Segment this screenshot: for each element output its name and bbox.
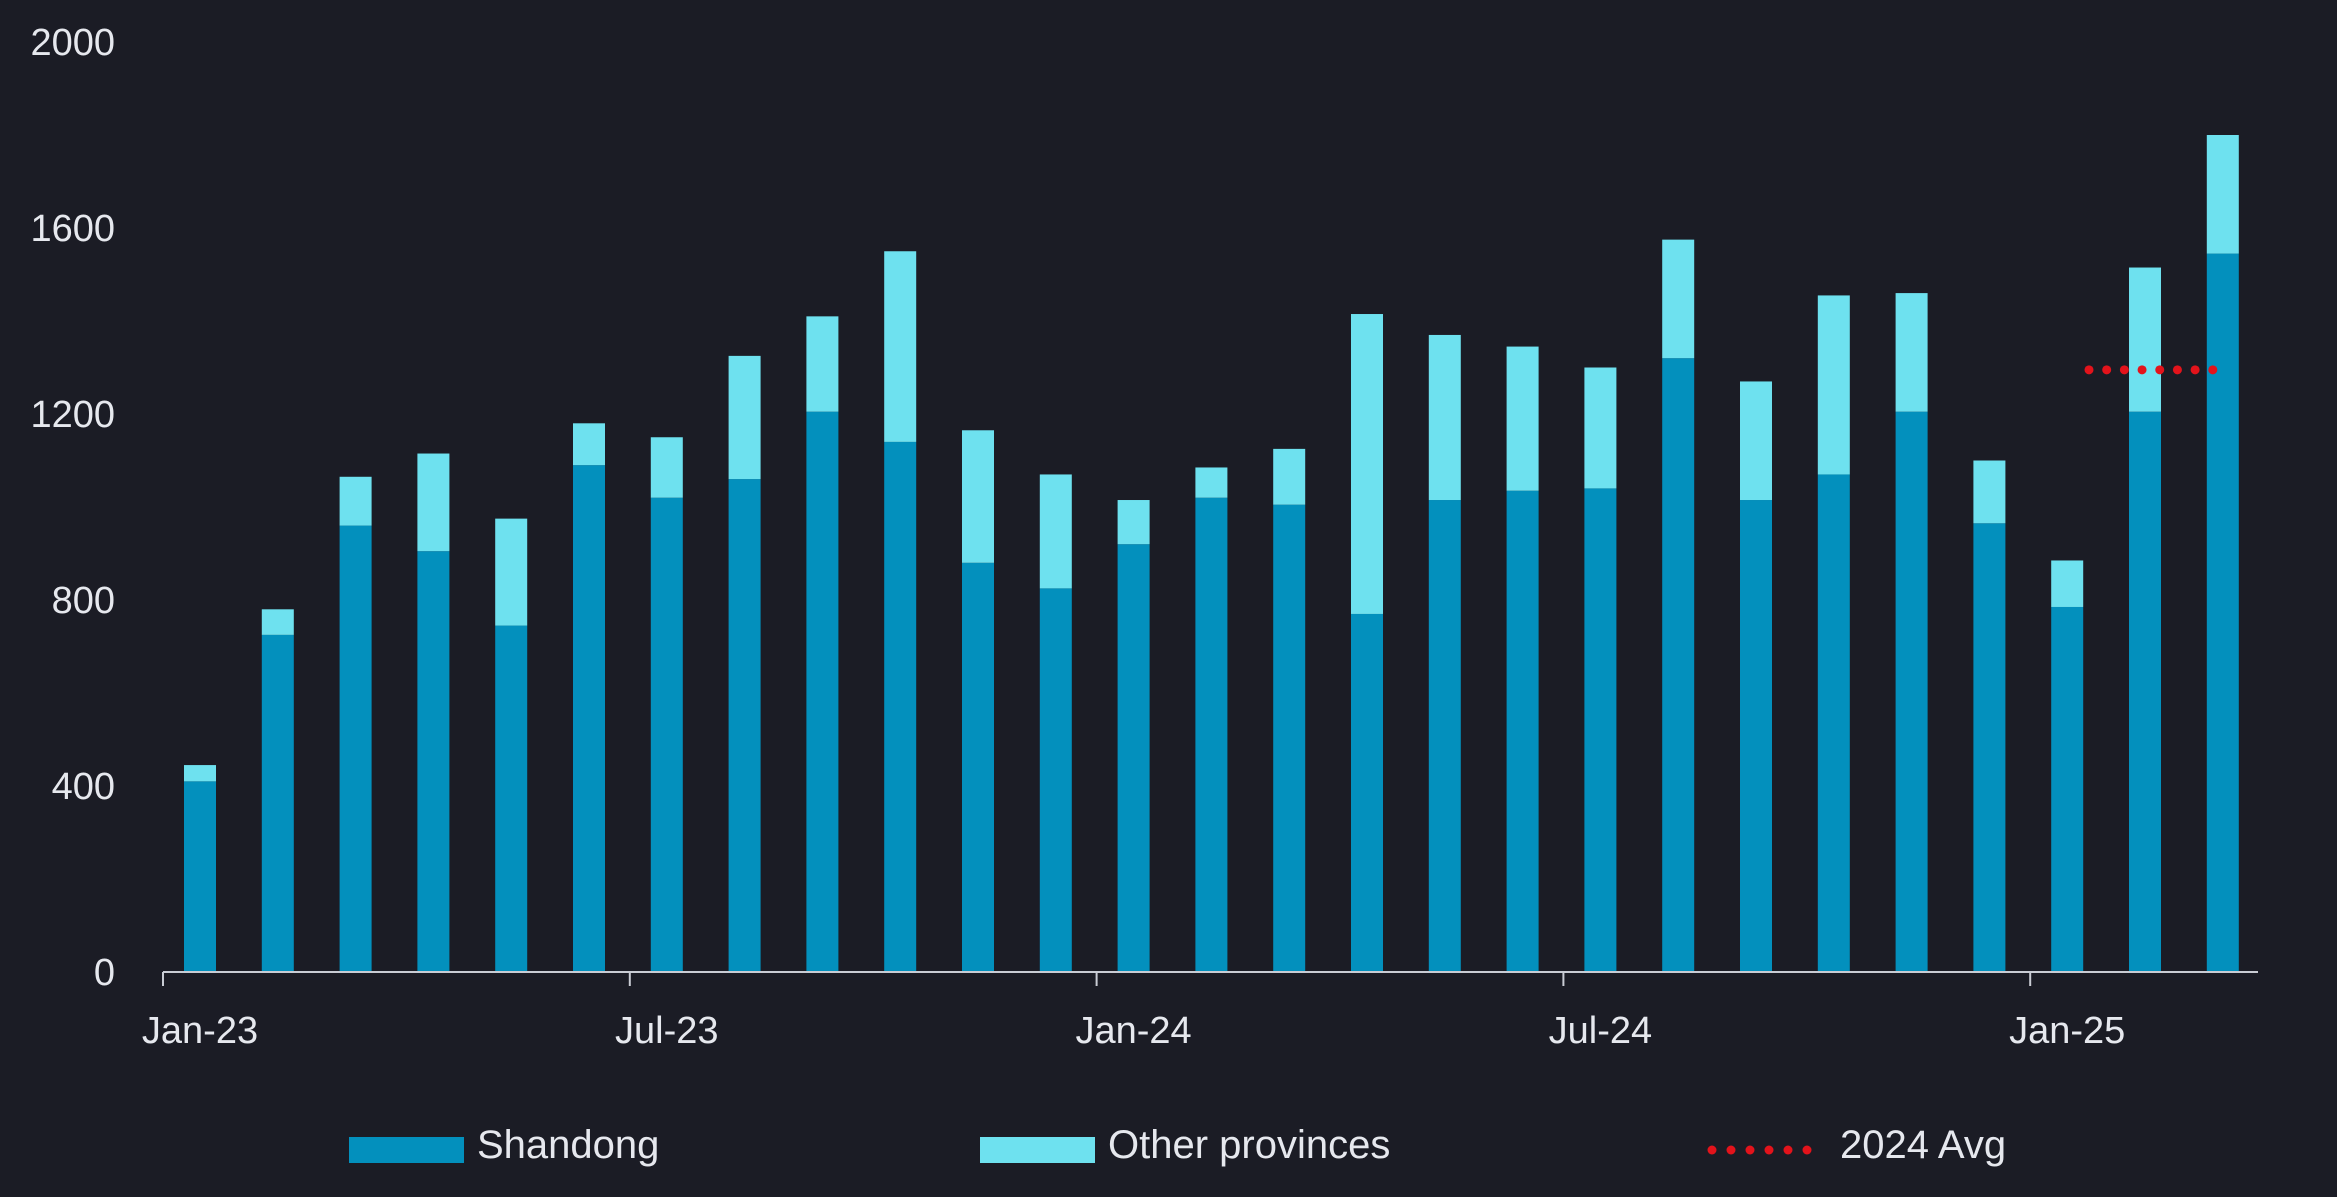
bar-other-provinces — [806, 316, 839, 412]
bar-shandong — [1428, 500, 1461, 972]
bar-other-provinces — [184, 765, 216, 782]
x-tick-label: Jul-23 — [615, 1010, 719, 1052]
bar-other-provinces — [1117, 500, 1150, 545]
y-tick-label: 2000 — [30, 22, 115, 64]
avg-line-dot — [2084, 365, 2094, 375]
legend-swatch-shandong — [349, 1137, 464, 1163]
legend-avg-dot — [1726, 1145, 1736, 1155]
bar-other-provinces — [495, 518, 528, 626]
bar-other-provinces — [1973, 460, 2006, 524]
bar-shandong — [495, 625, 528, 972]
bar-shandong — [261, 634, 294, 972]
bar-other-provinces — [573, 423, 605, 466]
x-axis: Jan-23 Jul-23 Jan-24 Jul-24 Jan-25 — [142, 971, 2258, 1052]
bar-other-provinces — [650, 437, 683, 498]
avg-line-dot — [2102, 365, 2112, 375]
bar-shandong — [184, 781, 216, 972]
legend-avg-dot — [1783, 1145, 1793, 1155]
bar-other-provinces — [2129, 267, 2161, 412]
bar-other-provinces — [728, 355, 761, 480]
bar-shandong — [1273, 504, 1306, 972]
legend-swatch-other-provinces — [980, 1137, 1095, 1163]
bar-other-provinces — [1817, 295, 1850, 475]
y-tick-label: 400 — [52, 766, 115, 808]
bar-shandong — [806, 411, 839, 972]
bar-shandong — [1662, 358, 1695, 972]
bar-other-provinces — [2051, 560, 2084, 607]
legend-avg-dot — [1745, 1145, 1755, 1155]
legend: Shandong Other provinces 2024 Avg — [349, 1123, 2006, 1167]
avg-line-dot — [2155, 365, 2165, 375]
bar-other-provinces — [339, 476, 372, 526]
bar-other-provinces — [2206, 135, 2239, 254]
bar-other-provinces — [1584, 367, 1617, 489]
avg-line-dot — [2119, 365, 2129, 375]
bar-other-provinces — [1039, 474, 1072, 589]
bar-shandong — [1039, 588, 1072, 972]
avg-line-dot — [2137, 365, 2147, 375]
bar-other-provinces — [1740, 381, 1772, 501]
bar-other-provinces — [417, 453, 450, 552]
x-tick-label: Jan-24 — [1075, 1010, 1191, 1052]
y-tick-label: 1200 — [30, 394, 115, 436]
legend-avg-dot — [1802, 1145, 1812, 1155]
bar-shandong — [2051, 606, 2084, 972]
bars-group — [184, 135, 2239, 972]
bar-shandong — [962, 562, 994, 972]
legend-avg-dot — [1764, 1145, 1774, 1155]
bar-other-provinces — [1273, 448, 1306, 505]
bar-shandong — [1895, 411, 1928, 972]
bar-shandong — [1195, 497, 1228, 972]
bar-shandong — [2206, 253, 2239, 972]
bar-other-provinces — [1662, 239, 1695, 359]
legend-label-other-provinces: Other provinces — [1108, 1123, 1390, 1167]
y-tick-label: 1600 — [30, 208, 115, 250]
x-tick-label: Jan-23 — [142, 1010, 258, 1052]
average-reference-line-group — [2084, 365, 2218, 375]
bar-shandong — [573, 465, 605, 972]
bar-other-provinces — [1895, 293, 1928, 412]
bar-other-provinces — [1351, 314, 1383, 614]
legend-label-shandong: Shandong — [477, 1123, 659, 1167]
bar-shandong — [1117, 544, 1150, 972]
y-axis-tick-labels: 0 400 800 1200 1600 2000 — [30, 22, 115, 994]
x-tick-label: Jul-24 — [1549, 1010, 1653, 1052]
bar-other-provinces — [1195, 467, 1228, 498]
bar-other-provinces — [1428, 334, 1461, 501]
bar-shandong — [728, 479, 761, 972]
bar-other-provinces — [962, 430, 994, 563]
bar-shandong — [1817, 474, 1850, 972]
bar-shandong — [417, 551, 450, 972]
bar-other-provinces — [261, 609, 294, 635]
legend-swatch-2024-avg — [1707, 1145, 1812, 1155]
avg-line-dot — [2208, 365, 2218, 375]
legend-label-2024-avg: 2024 Avg — [1840, 1123, 2006, 1167]
avg-line-dot — [2190, 365, 2200, 375]
x-tick-label: Jan-25 — [2009, 1010, 2125, 1052]
bar-shandong — [1973, 523, 2006, 972]
bar-shandong — [1584, 488, 1617, 972]
bar-shandong — [2129, 411, 2161, 972]
legend-avg-dot — [1707, 1145, 1717, 1155]
bar-shandong — [884, 441, 917, 972]
y-tick-label: 800 — [52, 580, 115, 622]
bar-other-provinces — [1506, 346, 1539, 491]
bar-shandong — [1740, 500, 1772, 972]
bar-shandong — [339, 525, 372, 972]
bar-other-provinces — [884, 251, 917, 442]
bar-shandong — [1351, 613, 1383, 972]
avg-line-dot — [2172, 365, 2182, 375]
bar-shandong — [650, 497, 683, 972]
y-tick-label: 0 — [94, 952, 115, 994]
bar-shandong — [1506, 490, 1539, 972]
